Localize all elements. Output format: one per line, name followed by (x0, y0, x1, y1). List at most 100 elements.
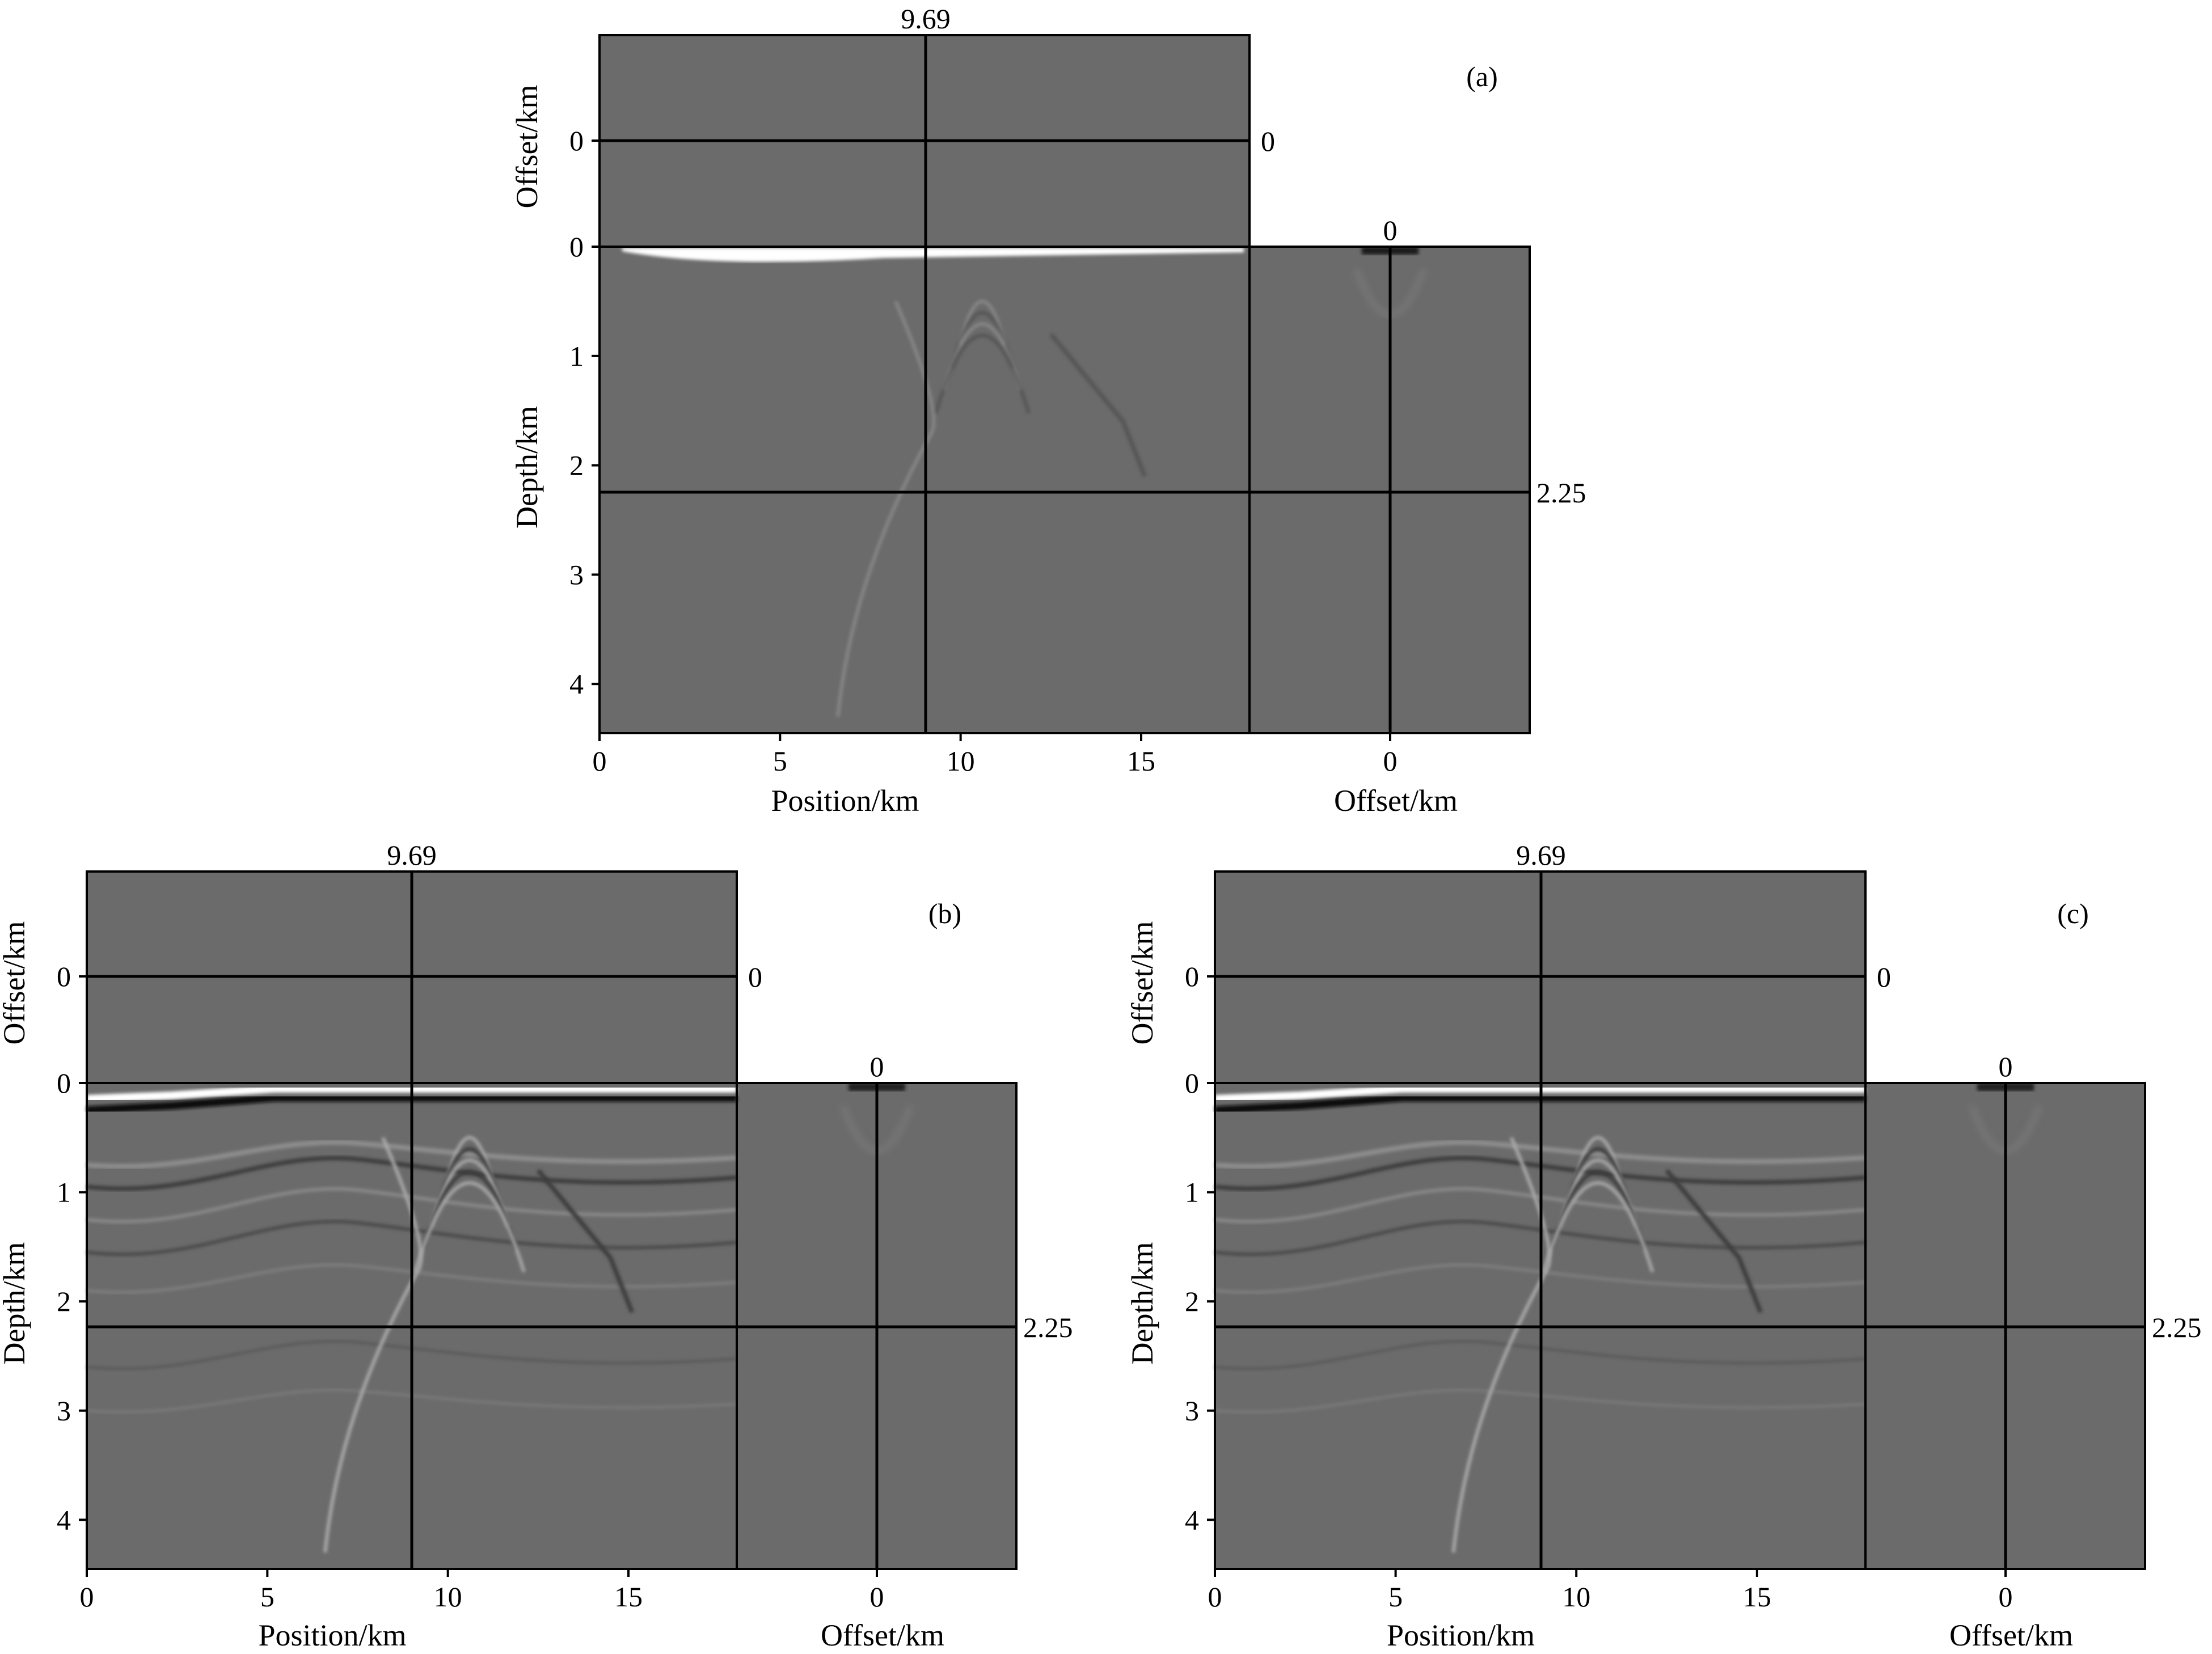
offset-axis-title-bottom: Offset/km (1949, 1618, 2073, 1652)
depth-tick-label: 4 (1185, 1504, 1199, 1535)
cursor-depth-value: 2.25 (1536, 477, 1586, 509)
cursor-offset-right-value: 0 (870, 1051, 884, 1082)
cursor-position-value: 9.69 (387, 839, 437, 871)
panel-label: (c) (2057, 898, 2089, 929)
offset-tick-left-label: 0 (1185, 961, 1199, 992)
depth-tick-label: 3 (57, 1395, 71, 1427)
cursor-offset-value: 0 (1261, 125, 1275, 157)
position-tick-label: 15 (1127, 745, 1155, 777)
diffraction-event (1565, 1147, 1631, 1205)
diffraction-event (942, 322, 1023, 391)
fault-event (836, 301, 936, 717)
diffraction-event (437, 1147, 502, 1205)
offset-axis-title-left: Offset/km (0, 921, 31, 1045)
cursor-position-value: 9.69 (901, 3, 951, 35)
offset-tick-left-label: 0 (57, 961, 71, 992)
offset-tick-bottom-label: 0 (1383, 745, 1398, 777)
depth-tick-label: 1 (1185, 1177, 1199, 1208)
cursor-offset-right-value: 0 (1383, 214, 1398, 246)
depth-tick-label: 3 (1185, 1395, 1199, 1427)
diffraction-event (429, 1158, 510, 1228)
offset-axis-title-left: Offset/km (510, 85, 544, 209)
layer-reflector (1214, 1220, 1866, 1257)
cursor-offset-right-value: 0 (1999, 1051, 2013, 1082)
layer-reflector (1214, 1340, 1866, 1370)
layer-reflector (86, 1263, 737, 1294)
position-tick-label: 10 (947, 745, 975, 777)
cursor-depth-value: 2.25 (2152, 1312, 2202, 1343)
panel-label: (b) (928, 898, 961, 929)
fault-event (1451, 1137, 1551, 1553)
position-axis-title: Position/km (258, 1618, 406, 1652)
depth-axis-title: Depth/km (0, 1242, 31, 1365)
layer-reflector (1214, 1156, 1866, 1191)
layer-reflector (86, 1220, 737, 1257)
layer-reflector (1214, 1263, 1866, 1294)
offset-axis-title-bottom: Offset/km (1334, 784, 1458, 818)
position-tick-label: 10 (1562, 1581, 1590, 1613)
depth-tick-label: 0 (57, 1067, 71, 1099)
layer-reflector (86, 1156, 737, 1191)
depth-tick-label: 2 (569, 450, 584, 481)
depth-tick-label: 1 (569, 340, 584, 372)
diffraction-event (1573, 1136, 1623, 1182)
depth-axis-title: Depth/km (510, 406, 544, 528)
diffraction-event (934, 333, 1031, 414)
cursor-depth-value: 2.25 (1023, 1312, 1073, 1343)
depth-tick-label: 0 (1185, 1067, 1199, 1099)
depth-tick-label: 2 (1185, 1285, 1199, 1317)
diffraction-event (1557, 1158, 1639, 1228)
diffraction-event (445, 1136, 494, 1182)
offset-tick-left-label: 0 (569, 125, 584, 156)
salt-flank-event (536, 1169, 635, 1313)
diffraction-event (413, 1181, 526, 1273)
position-tick-label: 0 (80, 1581, 94, 1613)
depth-tick-label: 1 (57, 1177, 71, 1208)
diffraction-event (1542, 1181, 1654, 1273)
position-tick-label: 5 (773, 745, 787, 777)
offset-axis-title-left: Offset/km (1125, 921, 1159, 1045)
layer-reflector (86, 1187, 737, 1224)
seafloor-reflector-white (86, 1085, 737, 1103)
cursor-offset-value: 0 (748, 961, 762, 993)
position-tick-label: 5 (260, 1581, 275, 1613)
position-tick-label: 5 (1388, 1581, 1403, 1613)
seafloor-reflector-white (1214, 1085, 1865, 1103)
position-tick-label: 0 (593, 745, 607, 777)
depth-tick-label: 4 (569, 668, 584, 700)
seafloor-reflector (622, 248, 1244, 262)
layer-reflector (86, 1340, 737, 1370)
cursor-position-value: 9.69 (1516, 839, 1566, 871)
position-axis-title: Position/km (1387, 1618, 1535, 1652)
depth-tick-label: 2 (57, 1285, 71, 1317)
layer-reflector (1214, 1140, 1866, 1169)
seafloor-reflector-black (1214, 1094, 1865, 1114)
diffraction-event (1550, 1170, 1647, 1250)
layer-reflector (86, 1140, 737, 1169)
cursor-offset-value: 0 (1877, 961, 1891, 993)
panel-label: (a) (1466, 61, 1498, 92)
position-axis-title: Position/km (771, 784, 919, 818)
seafloor-reflector-black (86, 1094, 737, 1114)
depth-tick-label: 0 (569, 231, 584, 263)
offset-tick-bottom-label: 0 (870, 1581, 884, 1613)
position-tick-label: 15 (1743, 1581, 1771, 1613)
salt-flank-event (1049, 332, 1147, 477)
panel-b: 9.69 0 0 2.25 (b) 0 1 2 3 4 0 0 5 10 15 0 Position/km Off… (0, 839, 1073, 1652)
offset-axis-title-bottom: Offset/km (821, 1618, 944, 1652)
depth-tick-label: 4 (57, 1504, 71, 1535)
depth-tick-label: 3 (569, 559, 584, 590)
layer-reflector (1214, 1187, 1866, 1224)
panel-a: 9.69 0 0 2.25 (a) 0 1 2 3 4 0 0 5 10 15 0 Position/km Off… (510, 3, 1586, 818)
salt-flank-event (1665, 1169, 1763, 1313)
depth-axis-title: Depth/km (1125, 1242, 1159, 1365)
position-tick-label: 10 (434, 1581, 462, 1613)
offset-tick-bottom-label: 0 (1999, 1581, 2013, 1613)
position-tick-label: 0 (1208, 1581, 1222, 1613)
diffraction-event (421, 1170, 518, 1250)
position-tick-label: 15 (614, 1581, 643, 1613)
panel-c: 9.69 0 0 2.25 (c) 0 1 2 3 4 0 0 5 10 15 0 Position/km Off… (1125, 839, 2202, 1652)
diffraction-event (957, 299, 1007, 346)
